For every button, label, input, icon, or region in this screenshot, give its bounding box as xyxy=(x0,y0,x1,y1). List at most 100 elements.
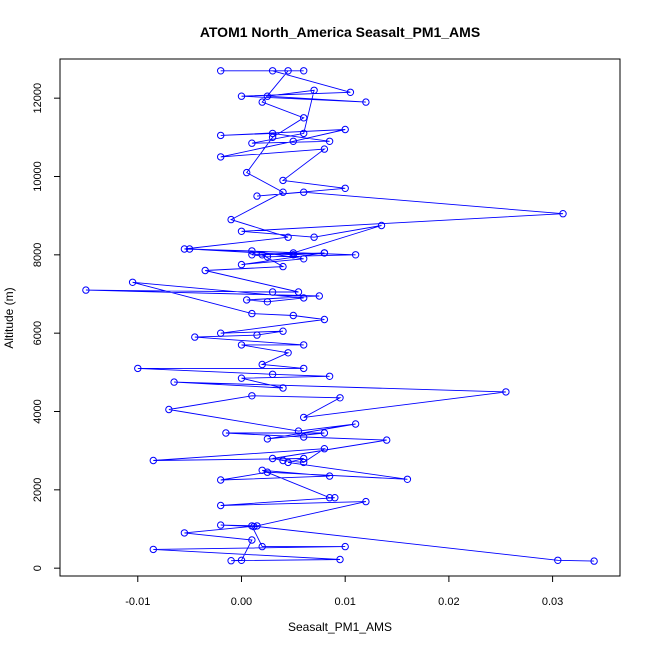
data-point xyxy=(82,286,90,294)
y-tick-label: 0 xyxy=(32,565,44,571)
data-point xyxy=(237,92,246,100)
x-tick-label: 0.03 xyxy=(542,596,563,608)
data-point xyxy=(403,475,412,483)
data-point xyxy=(217,476,225,484)
data-point xyxy=(289,311,297,320)
data-point xyxy=(248,251,256,259)
y-tick-label: 6000 xyxy=(32,321,44,345)
data-point xyxy=(284,458,292,467)
data-point xyxy=(201,266,209,275)
data-point xyxy=(300,364,308,373)
data-point xyxy=(320,249,329,257)
data-point xyxy=(294,288,303,296)
data-point xyxy=(559,210,567,218)
data-point xyxy=(268,133,277,142)
data-point xyxy=(300,294,308,302)
data-point xyxy=(253,331,261,339)
data-point xyxy=(243,168,251,177)
data-point xyxy=(191,333,199,341)
data-point xyxy=(383,436,391,444)
data-point xyxy=(362,497,370,506)
data-point xyxy=(243,296,251,304)
data-point xyxy=(310,86,318,95)
data-point xyxy=(237,341,246,349)
data-point xyxy=(253,192,261,200)
data-point xyxy=(149,456,158,465)
data-point xyxy=(134,364,142,373)
data-point xyxy=(237,260,246,269)
x-tick-label: -0.01 xyxy=(125,596,150,608)
data-point xyxy=(217,329,225,337)
data-point xyxy=(300,67,308,75)
data-point xyxy=(284,233,292,241)
series-points xyxy=(82,67,598,565)
data-point xyxy=(237,374,246,382)
data-point xyxy=(325,494,334,502)
y-axis: 0 2000 4000 6000 8000 10000 12000 xyxy=(32,83,61,571)
data-point xyxy=(341,542,349,551)
data-point xyxy=(289,251,297,259)
data-point xyxy=(300,413,308,422)
data-point xyxy=(325,137,334,146)
data-point xyxy=(258,360,266,369)
data-point xyxy=(279,176,287,185)
data-point xyxy=(258,542,266,551)
data-point xyxy=(279,456,287,465)
y-tick-label: 12000 xyxy=(32,83,44,114)
data-point xyxy=(268,370,277,378)
data-point xyxy=(341,125,349,134)
data-point xyxy=(217,501,225,510)
data-point xyxy=(263,468,272,476)
data-point xyxy=(279,188,287,196)
x-tick-label: 0.01 xyxy=(334,596,355,608)
data-point xyxy=(248,536,256,544)
data-point xyxy=(300,129,308,138)
series-lines xyxy=(85,70,595,562)
data-point xyxy=(331,494,339,502)
data-point xyxy=(294,427,303,435)
data-point xyxy=(227,557,235,565)
plot-frame xyxy=(59,58,621,577)
data-point xyxy=(300,255,308,263)
data-point xyxy=(222,429,230,437)
data-point xyxy=(300,433,308,441)
data-point xyxy=(248,392,256,400)
x-tick-label: 0.02 xyxy=(438,596,459,608)
data-point xyxy=(284,349,292,357)
data-point xyxy=(325,372,334,380)
data-point xyxy=(351,251,360,259)
y-tick-label: 2000 xyxy=(32,478,44,502)
data-point xyxy=(289,249,297,257)
data-point xyxy=(590,557,598,565)
data-point xyxy=(320,315,329,324)
data-point xyxy=(253,522,261,530)
data-point xyxy=(320,429,329,437)
data-point xyxy=(300,458,308,467)
data-point xyxy=(315,292,323,300)
data-point xyxy=(258,98,266,106)
data-point xyxy=(248,247,256,255)
data-point xyxy=(554,556,562,564)
data-point xyxy=(258,251,266,259)
data-point xyxy=(170,378,178,386)
y-tick-label: 4000 xyxy=(32,399,44,423)
data-point xyxy=(185,245,194,253)
data-point xyxy=(248,139,256,147)
x-axis-label: Seasalt_PM1_AMS xyxy=(288,620,392,634)
data-point xyxy=(300,114,308,122)
data-point xyxy=(263,435,272,443)
data-point xyxy=(279,384,287,392)
data-point xyxy=(250,522,258,531)
data-point xyxy=(310,233,318,241)
data-point xyxy=(284,67,292,75)
data-point xyxy=(263,298,272,306)
data-point xyxy=(268,67,277,75)
data-point xyxy=(279,262,287,271)
data-point xyxy=(180,245,189,253)
y-axis-label: Altitude (m) xyxy=(2,287,16,348)
data-point xyxy=(502,388,510,396)
data-point xyxy=(341,184,349,193)
x-axis: -0.01 0.00 0.01 0.02 0.03 xyxy=(125,575,563,608)
data-point xyxy=(351,420,360,428)
